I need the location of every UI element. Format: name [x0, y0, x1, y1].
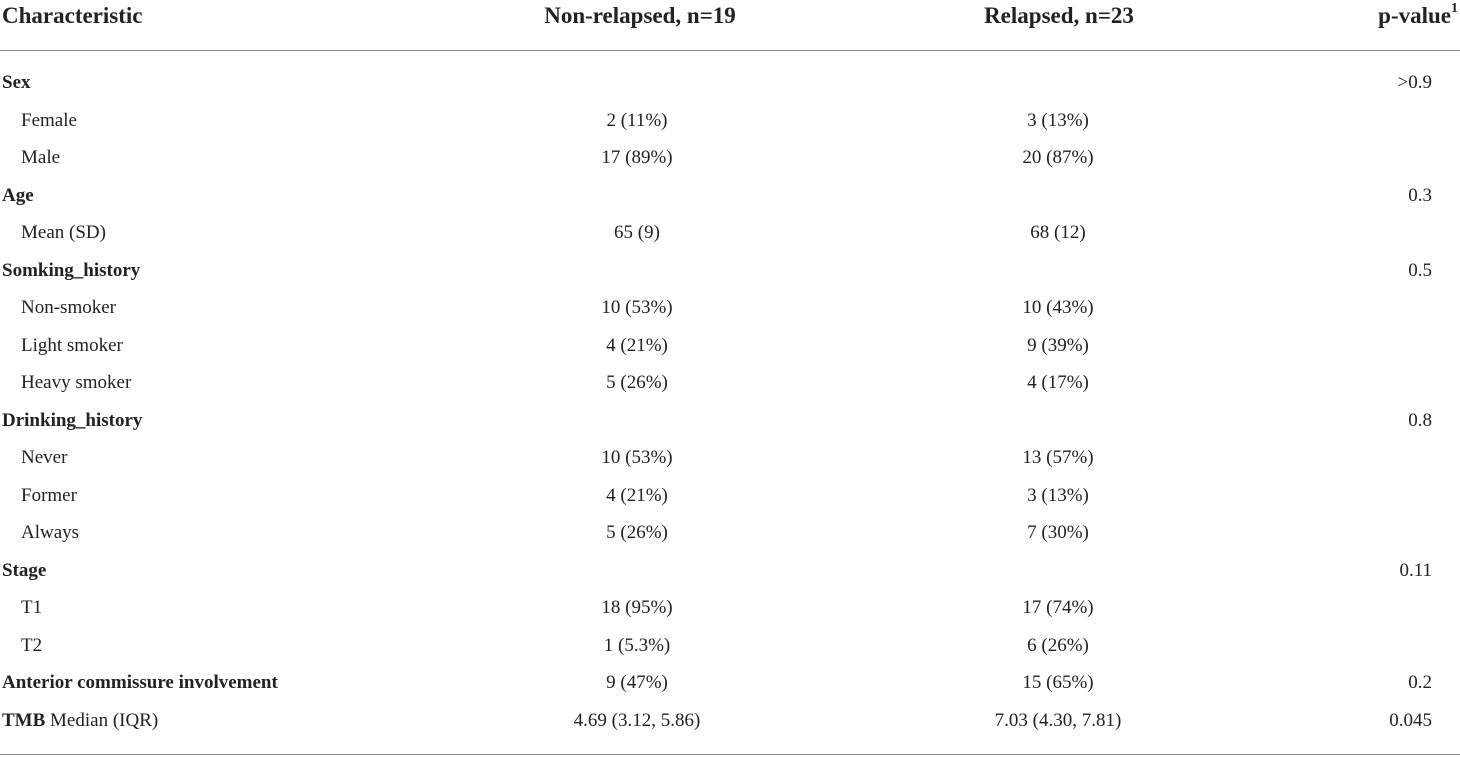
- header-p-value: p-value1: [1378, 1, 1458, 29]
- p-value: >0.9: [1397, 72, 1432, 93]
- row-label: Light smoker: [21, 334, 123, 356]
- p-value: 0.5: [1408, 259, 1432, 281]
- table-row: Light smoker 4 (21%) 9 (39%): [0, 327, 1460, 365]
- table-row: Age 0.3: [0, 177, 1460, 215]
- non-relapsed-value: 2 (11%): [606, 109, 668, 131]
- relapsed-value: 3 (13%): [1027, 484, 1089, 506]
- non-relapsed-value: 4.69 (3.12, 5.86): [573, 709, 701, 731]
- table-row: Anterior commissure involvement 9 (47%) …: [0, 664, 1460, 702]
- relapsed-value: 15 (65%): [1022, 672, 1094, 693]
- table-header: Characteristic Non-relapsed, n=19 Relaps…: [0, 0, 1460, 51]
- row-label: Former: [21, 484, 77, 506]
- relapsed-value: 4 (17%): [1027, 372, 1089, 393]
- p-value: 0.045: [1389, 709, 1432, 731]
- relapsed-value: 68 (12): [1030, 222, 1086, 243]
- table-row: Stage 0.11: [0, 552, 1460, 590]
- row-label: Age: [2, 184, 34, 206]
- header-characteristic: Characteristic: [2, 3, 143, 28]
- relapsed-value: 6 (26%): [1027, 634, 1089, 656]
- relapsed-value: 7.03 (4.30, 7.81): [994, 709, 1122, 731]
- relapsed-value: 9 (39%): [1027, 334, 1089, 356]
- row-label: Male: [21, 147, 61, 168]
- table-row: T2 1 (5.3%) 6 (26%): [0, 627, 1460, 665]
- row-label-bold: TMB: [2, 709, 46, 731]
- row-label: Female: [21, 109, 77, 131]
- row-label: Never: [21, 447, 68, 468]
- header-relapsed: Relapsed, n=23: [984, 3, 1134, 28]
- table-row: Heavy smoker 5 (26%) 4 (17%): [0, 364, 1460, 402]
- relapsed-value: 7 (30%): [1027, 522, 1089, 543]
- non-relapsed-value: 4 (21%): [606, 334, 668, 356]
- p-value: 0.8: [1408, 409, 1432, 431]
- non-relapsed-value: 18 (95%): [601, 597, 673, 618]
- table-row: Former 4 (21%) 3 (13%): [0, 477, 1460, 515]
- non-relapsed-value: 5 (26%): [606, 372, 668, 393]
- non-relapsed-value: 65 (9): [614, 222, 660, 243]
- bottom-rule: [0, 754, 1460, 755]
- table-row: Male 17 (89%) 20 (87%): [0, 139, 1460, 177]
- row-label: Always: [21, 522, 80, 543]
- non-relapsed-value: 9 (47%): [606, 672, 668, 693]
- p-value: 0.11: [1399, 559, 1432, 581]
- row-label: Mean (SD): [21, 222, 106, 243]
- non-relapsed-value: 10 (53%): [601, 297, 673, 318]
- table-row: Mean (SD) 65 (9) 68 (12): [0, 214, 1460, 252]
- row-label: Somking_history: [2, 259, 141, 281]
- table-body: Sex >0.9 Female 2 (11%) 3 (13%) Male 17 …: [0, 64, 1460, 739]
- table-row: T1 18 (95%) 17 (74%): [0, 589, 1460, 627]
- row-label: TMB Median (IQR): [2, 710, 158, 732]
- table-row: Female 2 (11%) 3 (13%): [0, 102, 1460, 140]
- relapsed-value: 3 (13%): [1027, 109, 1089, 131]
- row-label: Heavy smoker: [21, 372, 132, 393]
- table-row: Sex >0.9: [0, 64, 1460, 102]
- p-value-footnote-marker: 1: [1451, 1, 1458, 17]
- non-relapsed-value: 17 (89%): [601, 147, 673, 168]
- header-non-relapsed: Non-relapsed, n=19: [544, 3, 736, 28]
- header-p-value-label: p-value: [1378, 3, 1451, 28]
- non-relapsed-value: 1 (5.3%): [603, 634, 671, 656]
- relapsed-value: 13 (57%): [1022, 447, 1094, 468]
- non-relapsed-value: 10 (53%): [601, 447, 673, 468]
- row-label: Anterior commissure involvement: [2, 672, 278, 693]
- table-row: Non-smoker 10 (53%) 10 (43%): [0, 289, 1460, 327]
- row-label: Non-smoker: [21, 297, 116, 318]
- table-row: Somking_history 0.5: [0, 252, 1460, 290]
- p-value: 0.2: [1408, 672, 1432, 693]
- relapsed-value: 17 (74%): [1022, 597, 1094, 618]
- relapsed-value: 20 (87%): [1022, 147, 1094, 168]
- p-value: 0.3: [1408, 184, 1432, 206]
- row-label: T1: [21, 597, 43, 618]
- row-label: T2: [21, 634, 43, 656]
- table-row: Always 5 (26%) 7 (30%): [0, 514, 1460, 552]
- table-row: Drinking_history 0.8: [0, 402, 1460, 440]
- row-label: Stage: [2, 559, 47, 581]
- relapsed-value: 10 (43%): [1022, 297, 1094, 318]
- row-label: Sex: [2, 72, 31, 93]
- row-label: Drinking_history: [2, 409, 143, 431]
- table-row: TMB Median (IQR) 4.69 (3.12, 5.86) 7.03 …: [0, 702, 1460, 740]
- row-label-rest: Median (IQR): [45, 709, 159, 731]
- non-relapsed-value: 4 (21%): [606, 484, 668, 506]
- non-relapsed-value: 5 (26%): [606, 522, 668, 543]
- table-row: Never 10 (53%) 13 (57%): [0, 439, 1460, 477]
